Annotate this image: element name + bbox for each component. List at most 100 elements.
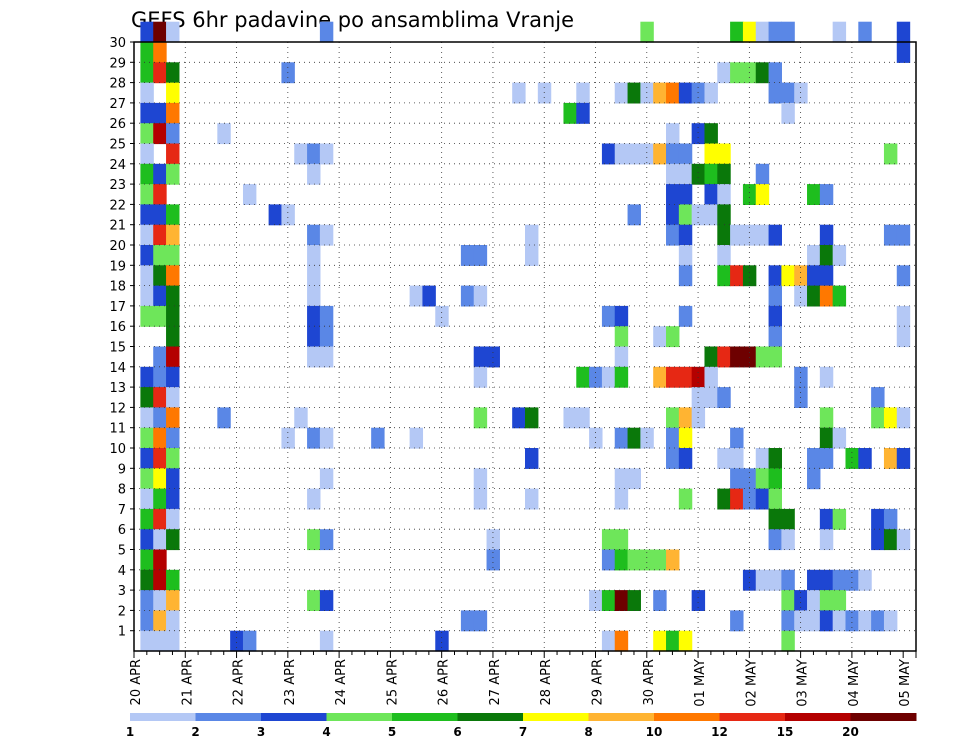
heatmap-cell	[627, 143, 641, 165]
heatmap-cell	[140, 204, 154, 226]
heatmap-cell	[653, 366, 667, 388]
heatmap-cell	[896, 21, 911, 43]
heatmap-cell	[153, 529, 167, 551]
heatmap-cell	[153, 610, 167, 632]
heatmap-cell	[153, 427, 167, 449]
heatmap-cell	[166, 163, 180, 185]
heatmap-cell	[781, 21, 795, 43]
heatmap-cell	[153, 305, 167, 327]
heatmap-cell	[601, 305, 616, 327]
heatmap-cell	[525, 245, 539, 266]
y-tick-label: 29	[109, 56, 126, 71]
heatmap-cell	[166, 468, 180, 490]
heatmap-cell	[666, 549, 680, 571]
heatmap-cell	[717, 346, 731, 368]
axes: 1234567891011121314151617181920212223242…	[109, 36, 917, 707]
legend-label: 15	[777, 725, 794, 739]
heatmap-cell	[153, 204, 167, 226]
heatmap-cell	[153, 42, 167, 63]
heatmap-cell	[627, 204, 641, 226]
y-tick-label: 6	[118, 523, 126, 538]
heatmap-cell	[153, 163, 167, 185]
heatmap-cell	[742, 21, 757, 43]
heatmap-cell	[717, 62, 731, 84]
heatmap-cell	[166, 204, 180, 226]
heatmap-cell	[563, 102, 577, 124]
heatmap-cell	[768, 468, 782, 490]
heatmap-cell	[717, 387, 731, 408]
heatmap-cell	[422, 285, 436, 307]
heatmap-cell	[755, 468, 770, 490]
heatmap-cell	[883, 610, 898, 632]
y-tick-label: 15	[109, 341, 126, 356]
x-tick-label: 26 APR	[437, 659, 452, 705]
legend-swatch	[588, 713, 655, 721]
heatmap-cell	[153, 224, 167, 246]
heatmap-cell	[319, 305, 334, 327]
heatmap-cell	[486, 346, 500, 368]
heatmap-cell	[307, 488, 321, 510]
heatmap-cell	[627, 549, 641, 571]
heatmap-cell	[858, 610, 872, 632]
heatmap-cell	[576, 407, 590, 429]
heatmap-cell	[704, 143, 718, 165]
heatmap-cell	[666, 163, 680, 185]
heatmap-cell	[512, 407, 526, 429]
heatmap-cell	[140, 427, 154, 449]
heatmap-cell	[307, 590, 321, 611]
heatmap-cell	[307, 285, 321, 307]
heatmap-cell	[730, 488, 744, 510]
heatmap-cell	[473, 366, 488, 388]
heatmap-cell	[307, 265, 321, 287]
y-tick-label: 19	[109, 259, 126, 274]
heatmap-cell	[781, 590, 795, 611]
y-tick-label: 4	[118, 564, 126, 579]
heatmap-cell	[153, 549, 167, 571]
heatmap-cell	[871, 610, 885, 632]
legend-swatch	[654, 713, 720, 721]
heatmap-cell	[781, 265, 795, 287]
heatmap-cell	[140, 549, 154, 571]
heatmap-cell	[819, 590, 834, 611]
heatmap-cell	[589, 590, 603, 611]
y-tick-label: 7	[118, 503, 126, 518]
heatmap-cell	[153, 366, 167, 388]
heatmap-cell	[755, 569, 770, 591]
heatmap-cell	[678, 245, 693, 266]
y-tick-label: 21	[109, 219, 126, 234]
heatmap-cell	[640, 549, 654, 571]
heatmap-cell	[768, 529, 782, 551]
heatmap-cell	[601, 529, 616, 551]
heatmap-cell	[242, 184, 257, 205]
heatmap-cell	[614, 305, 629, 327]
heatmap-cell	[730, 21, 744, 43]
heatmap-cell	[614, 468, 629, 490]
x-tick-label: 04 MAY	[847, 659, 862, 707]
y-tick-label: 9	[118, 462, 126, 477]
heatmap-cell	[140, 448, 154, 469]
heatmap-cell	[140, 590, 154, 611]
heatmap-cell	[140, 102, 154, 124]
heatmap-cell	[153, 407, 167, 429]
heatmap-cell	[832, 21, 847, 43]
heatmap-cell	[819, 407, 834, 429]
heatmap-cell	[409, 285, 424, 307]
heatmap-cell	[896, 326, 911, 348]
heatmap-cell	[217, 123, 231, 145]
heatmap-cell	[678, 366, 693, 388]
heatmap-cell	[140, 224, 154, 246]
heatmap-cell	[640, 143, 654, 165]
heatmap-cell	[319, 529, 334, 551]
y-tick-label: 8	[118, 483, 126, 498]
heatmap-cell	[678, 488, 693, 510]
heatmap-cell	[140, 305, 154, 327]
heatmap-cell	[576, 82, 590, 104]
heatmap-cell	[883, 508, 898, 530]
heatmap-cell	[794, 265, 808, 287]
heatmap-cell	[819, 569, 834, 591]
heatmap-cell	[819, 448, 834, 469]
heatmap-cell	[730, 346, 744, 368]
heatmap-cell	[166, 630, 180, 652]
heatmap-cell	[742, 184, 757, 205]
legend-swatch	[850, 713, 917, 721]
